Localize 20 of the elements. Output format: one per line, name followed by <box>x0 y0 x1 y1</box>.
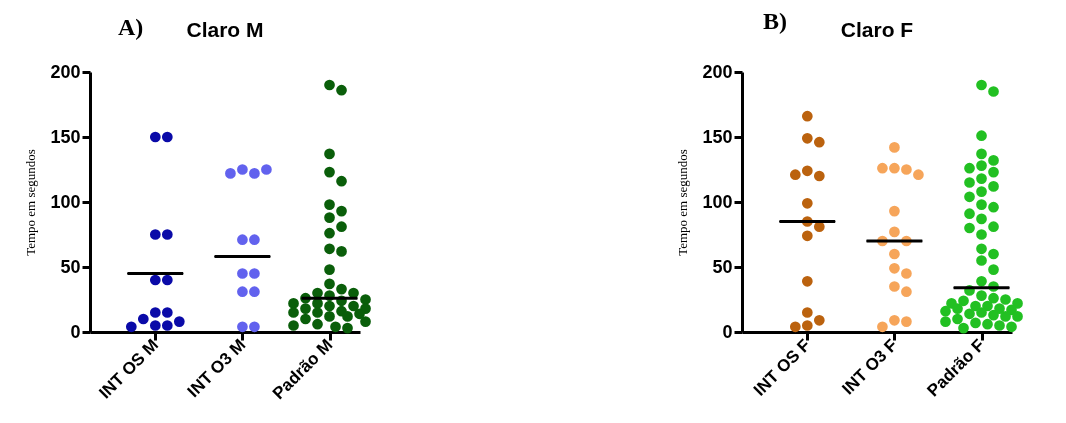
y-tick-label: 200 <box>702 61 733 82</box>
text: B) <box>763 8 787 35</box>
x-tick-label: INT OS F <box>749 335 815 400</box>
y-axis-title: Tempo em segundos <box>675 149 691 256</box>
x-tick-label: INT OS M <box>95 335 163 403</box>
y-tick-label: 200 <box>50 61 81 82</box>
y-tick-label: 100 <box>702 191 733 212</box>
chart-title: Claro M <box>186 18 264 41</box>
y-axis-title: Tempo em segundos <box>23 149 39 256</box>
y-tick-label: 150 <box>702 126 733 147</box>
y-tick-label: 100 <box>50 191 81 212</box>
y-tick-label: 150 <box>50 126 81 147</box>
chart-title: Claro F <box>840 18 914 41</box>
x-tick-label: INT O3 M <box>183 335 250 401</box>
y-tick-label: 50 <box>60 256 81 277</box>
y-tick-label: 0 <box>70 321 81 342</box>
x-tick-label: INT O3 F <box>838 335 902 399</box>
text: A) <box>118 14 144 41</box>
y-tick-label: 50 <box>712 256 733 277</box>
y-tick-label: 0 <box>722 321 733 342</box>
